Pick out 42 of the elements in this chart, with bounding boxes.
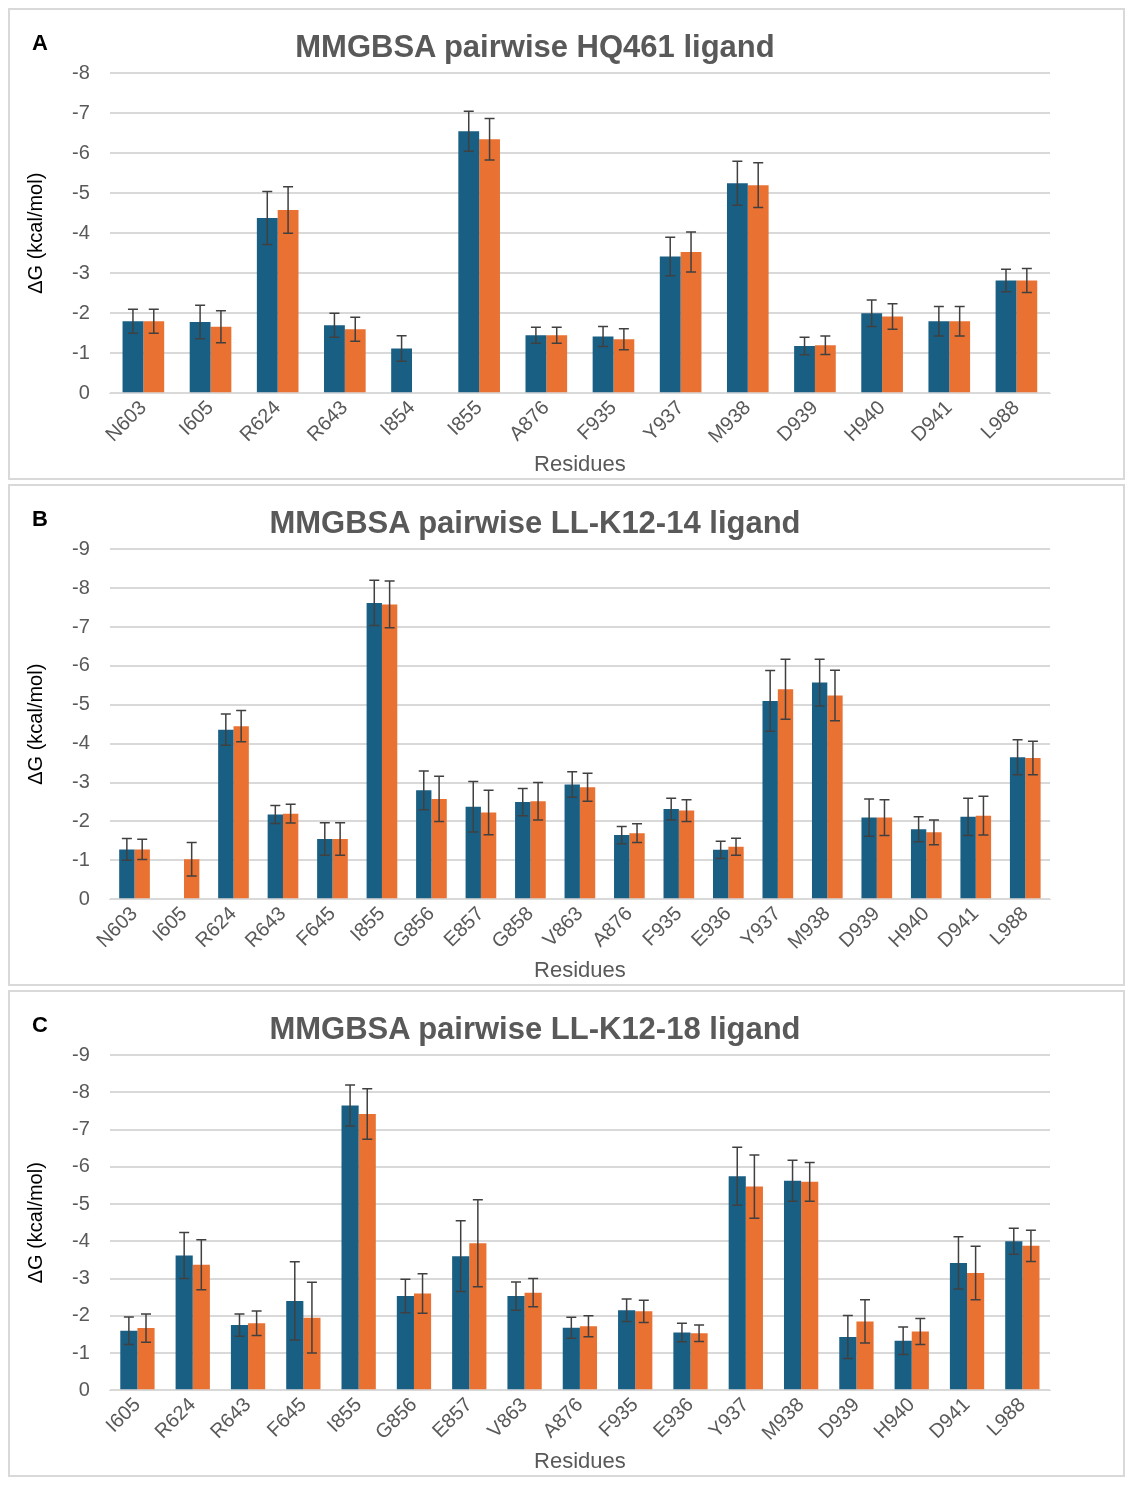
y-axis-title: ΔG (kcal/mol) <box>23 663 46 785</box>
y-tick-label: -2 <box>71 808 90 831</box>
x-axis-title: Residues <box>534 1447 626 1473</box>
y-tick-label: -7 <box>71 100 90 123</box>
y-tick-label: -7 <box>71 614 90 637</box>
y-tick-label: -8 <box>71 60 90 83</box>
y-tick-label: -6 <box>71 653 90 676</box>
y-tick-label: -4 <box>71 731 90 754</box>
y-tick-label: -9 <box>71 536 90 559</box>
text: A <box>32 30 48 56</box>
y-tick-label: -7 <box>71 1117 90 1140</box>
y-tick-label: -6 <box>71 1154 90 1177</box>
y-tick-label: -4 <box>71 1228 90 1251</box>
y-tick-label: -5 <box>71 692 90 715</box>
text: C <box>32 1012 48 1038</box>
text: B <box>32 506 48 532</box>
y-axis-title: ΔG (kcal/mol) <box>23 172 46 294</box>
y-tick-label: -2 <box>71 300 90 323</box>
y-tick-label: 0 <box>78 380 90 403</box>
y-tick-label: -2 <box>71 1303 90 1326</box>
x-axis-title: Residues <box>534 956 626 982</box>
chart-title: MMGBSA pairwise LL-K12-14 ligand <box>269 505 801 541</box>
x-axis-title: Residues <box>534 450 626 476</box>
y-tick-label: -3 <box>71 770 90 793</box>
y-tick-label: -8 <box>71 575 90 598</box>
y-tick-label: -1 <box>71 1340 90 1363</box>
y-tick-label: -8 <box>71 1079 90 1102</box>
y-tick-label: -6 <box>71 140 90 163</box>
y-axis-title: ΔG (kcal/mol) <box>23 1162 46 1284</box>
y-tick-label: -1 <box>71 340 90 363</box>
y-tick-label: 0 <box>78 886 90 909</box>
y-tick-label: -3 <box>71 1266 90 1289</box>
y-tick-label: -5 <box>71 1191 90 1214</box>
y-tick-label: -3 <box>71 260 90 283</box>
y-tick-label: 0 <box>78 1377 90 1400</box>
y-tick-label: -1 <box>71 847 90 870</box>
y-tick-label: -5 <box>71 180 90 203</box>
chart-title: MMGBSA pairwise LL-K12-18 ligand <box>269 1011 801 1047</box>
x-tick-label: I854 <box>375 395 419 439</box>
y-tick-label: -9 <box>71 1042 90 1065</box>
chart-title: MMGBSA pairwise HQ461 ligand <box>295 29 775 65</box>
y-tick-label: -4 <box>71 220 90 243</box>
